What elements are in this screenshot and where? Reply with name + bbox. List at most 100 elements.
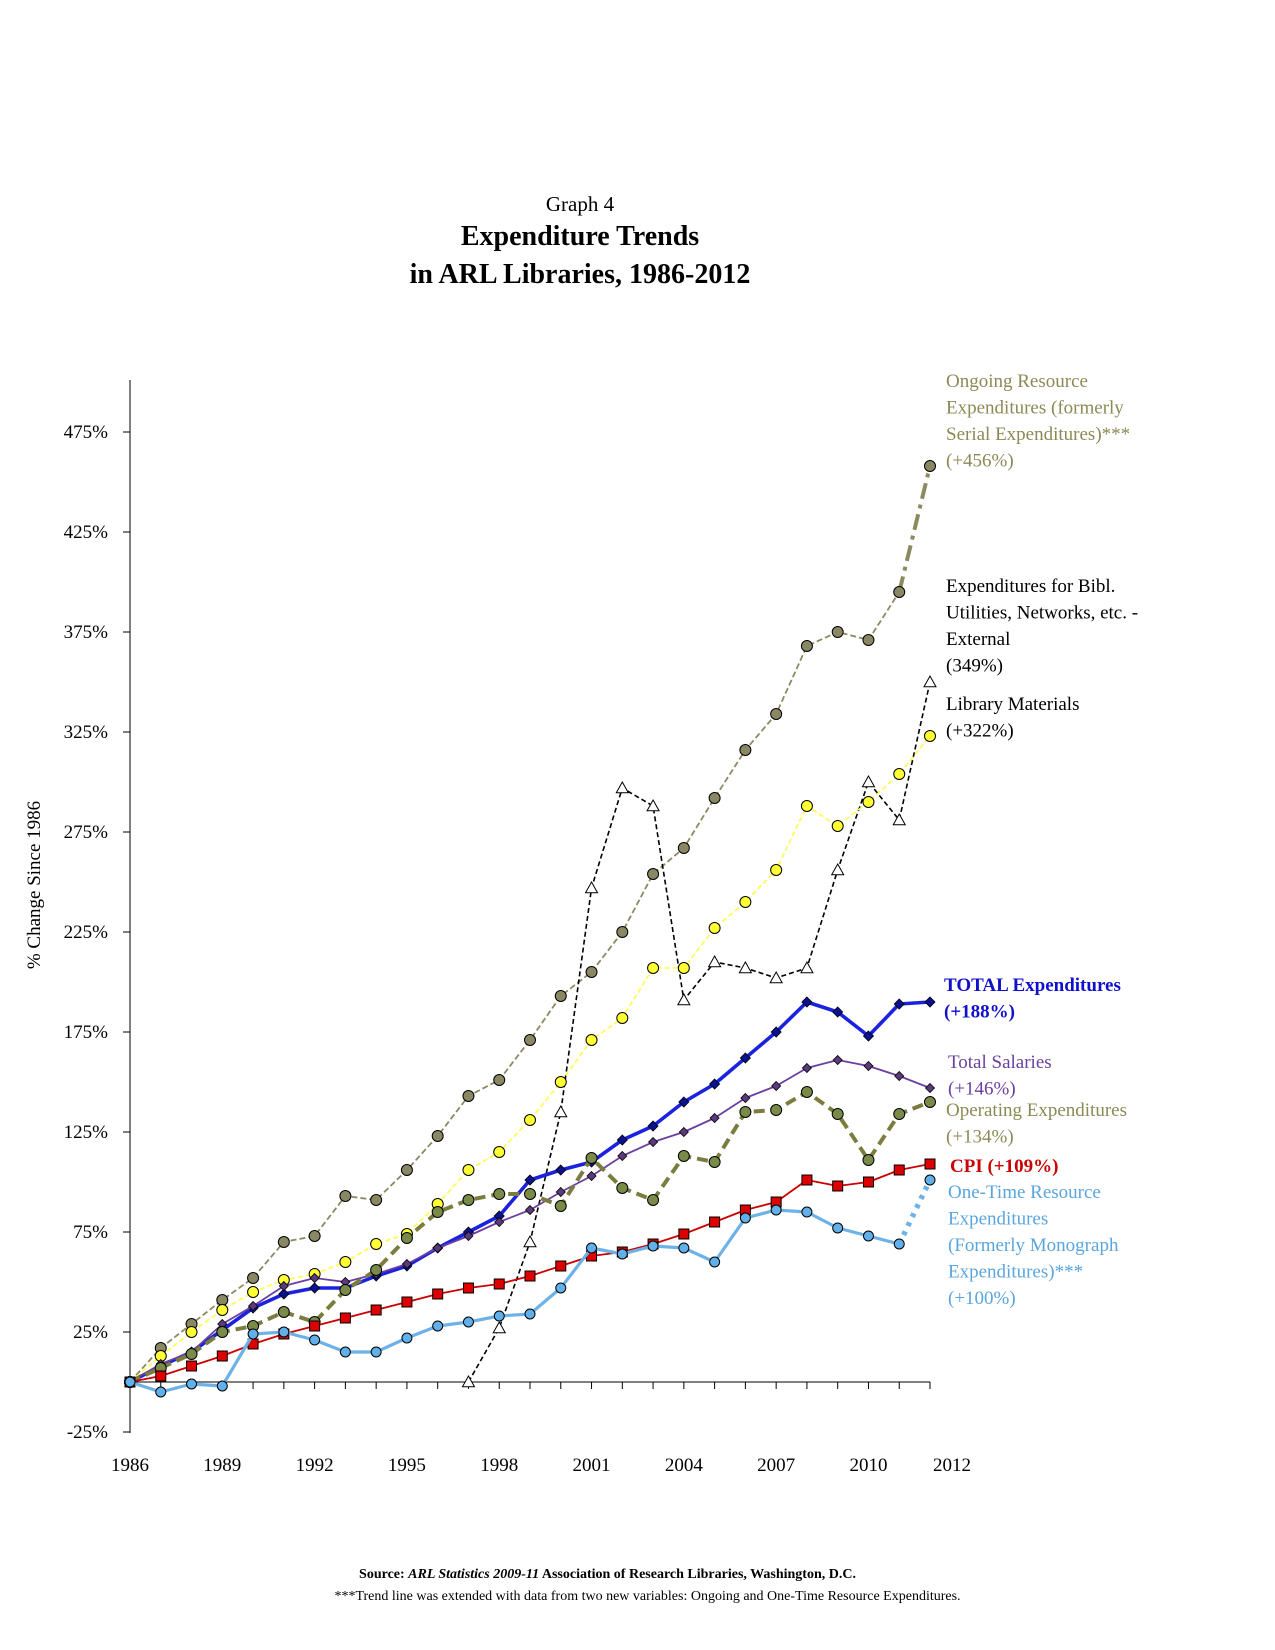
data-point [739, 1052, 751, 1064]
data-point [524, 1270, 536, 1282]
data-point [401, 1296, 413, 1308]
data-point [924, 1096, 936, 1108]
data-point [862, 634, 875, 646]
data-point [800, 1086, 813, 1098]
series-label-operating: Operating Expenditures (+134%) [946, 1100, 1127, 1148]
data-point [647, 868, 660, 880]
series-label-line: Operating Expenditures [946, 1100, 1127, 1121]
series-label-line: (+100%) [948, 1288, 1016, 1309]
data-point [555, 1260, 567, 1272]
data-point [462, 1316, 474, 1328]
data-point [708, 922, 721, 934]
series-label-cpi: CPI (+109%) [950, 1156, 1058, 1177]
data-point [432, 1320, 444, 1332]
x-tick-label: 2007 [757, 1455, 795, 1476]
series-label-line: CPI (+109%) [950, 1156, 1058, 1177]
series-label-line: One-Time Resource [948, 1182, 1101, 1203]
series-label-total: TOTAL Expenditures (+188%) [944, 975, 1121, 1023]
data-point [493, 1146, 506, 1158]
data-point [677, 1150, 690, 1162]
data-point [893, 586, 906, 598]
data-point [739, 744, 752, 756]
data-point [247, 1272, 260, 1284]
data-point [524, 1188, 536, 1200]
data-point [893, 1108, 906, 1120]
data-point [647, 1194, 660, 1206]
data-point [615, 780, 630, 794]
data-point [801, 996, 813, 1008]
series-label-line: Serial Expenditures)*** [946, 424, 1130, 445]
data-point [432, 1288, 444, 1300]
data-point [370, 1194, 383, 1206]
data-point [709, 1216, 721, 1228]
data-point [248, 1300, 259, 1312]
series-label-line: Library Materials [946, 694, 1079, 715]
data-point [771, 1080, 782, 1092]
series-label-library_materials: Library Materials (+322%) [946, 694, 1079, 742]
data-point [493, 1310, 505, 1322]
data-point [709, 1078, 721, 1090]
data-point [770, 1204, 782, 1216]
data-point [770, 1104, 783, 1116]
data-point [678, 1126, 689, 1138]
data-point [647, 962, 660, 974]
x-tick-label: 1995 [388, 1455, 426, 1476]
y-tick-label: 25% [73, 1322, 108, 1343]
data-point [308, 1230, 321, 1242]
data-point [216, 1294, 229, 1306]
data-point [769, 970, 784, 984]
data-point [339, 1284, 352, 1296]
data-point [216, 1350, 228, 1362]
data-point [800, 800, 813, 812]
data-point [554, 1076, 567, 1088]
x-tick-label: 2012 [933, 1455, 971, 1476]
x-tick-label: 1986 [111, 1455, 149, 1476]
data-point [831, 626, 844, 638]
data-point [770, 864, 783, 876]
data-point [124, 1376, 136, 1388]
data-point [677, 842, 690, 854]
data-point [585, 1034, 598, 1046]
data-point [462, 1164, 475, 1176]
data-point [893, 1238, 905, 1250]
data-point [277, 1306, 290, 1318]
series-label-line: (+146%) [948, 1079, 1016, 1100]
data-point [924, 996, 936, 1008]
x-tick-label: 1998 [480, 1455, 518, 1476]
data-point [524, 1034, 536, 1046]
data-point [216, 1326, 229, 1338]
data-point [309, 1334, 321, 1346]
data-point [554, 1200, 567, 1212]
series-label-line: Expenditures (formerly [946, 398, 1124, 419]
y-tick-label: 125% [64, 1122, 109, 1143]
series-labels: Ongoing Resource Expenditures (formerly Se… [944, 371, 1138, 1309]
series-label-line: (+134%) [946, 1127, 1014, 1148]
y-tick-label: 375% [64, 622, 109, 643]
x-tick-label: 1992 [296, 1455, 334, 1476]
data-point [186, 1378, 198, 1390]
y-axis-label: % Change Since 1986 [24, 801, 45, 969]
data-point [862, 1176, 874, 1188]
y-tick-label: 475% [64, 422, 109, 443]
series-label-line: (Formerly Monograph [948, 1235, 1119, 1256]
data-point [401, 1258, 412, 1270]
data-point [462, 1194, 475, 1206]
data-point [893, 768, 906, 780]
data-point [739, 1212, 751, 1224]
series-label-line: Expenditures for Bibl. [946, 576, 1115, 597]
data-point [493, 1278, 505, 1290]
data-point [862, 1154, 875, 1166]
y-tick-label: 325% [64, 722, 109, 743]
data-point [339, 1256, 352, 1268]
series-label-line: Expenditures [948, 1209, 1048, 1230]
data-point [678, 1242, 690, 1254]
data-point [617, 1150, 628, 1162]
data-point [493, 1188, 506, 1200]
data-point [462, 1282, 474, 1294]
data-point [708, 1156, 721, 1168]
data-point [832, 1222, 844, 1234]
data-point [278, 1288, 290, 1300]
y-tick-label: -25% [67, 1422, 108, 1443]
data-point [678, 1096, 690, 1108]
data-point [678, 1228, 690, 1240]
